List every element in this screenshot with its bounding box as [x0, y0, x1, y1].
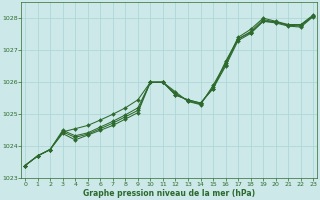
- X-axis label: Graphe pression niveau de la mer (hPa): Graphe pression niveau de la mer (hPa): [83, 189, 255, 198]
